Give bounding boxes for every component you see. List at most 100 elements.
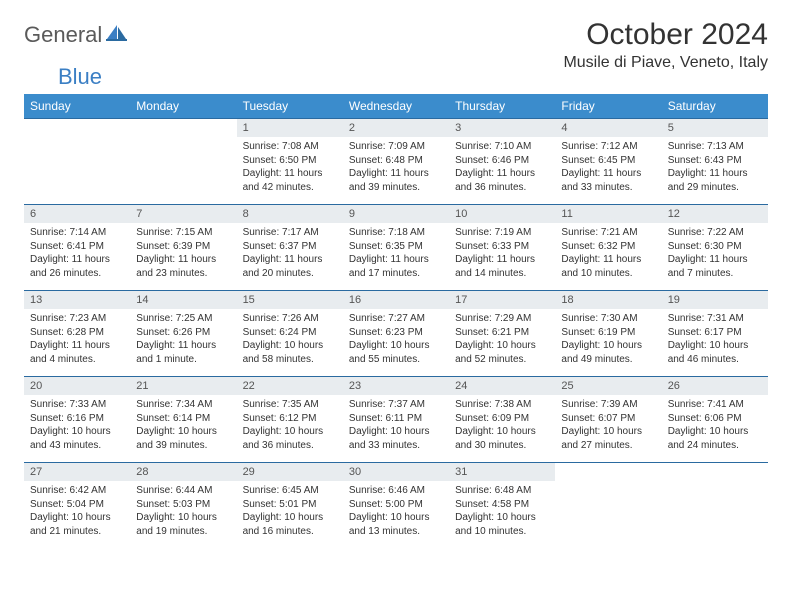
day-details: Sunrise: 7:13 AMSunset: 6:43 PMDaylight:…	[662, 137, 768, 198]
calendar-day-cell: 15Sunrise: 7:26 AMSunset: 6:24 PMDayligh…	[237, 291, 343, 377]
sunrise-text: Sunrise: 7:08 AM	[243, 140, 337, 154]
daylight-text: Daylight: 11 hours and 29 minutes.	[668, 167, 762, 194]
sunrise-text: Sunrise: 7:37 AM	[349, 398, 443, 412]
calendar-day-cell: 17Sunrise: 7:29 AMSunset: 6:21 PMDayligh…	[449, 291, 555, 377]
day-details: Sunrise: 7:31 AMSunset: 6:17 PMDaylight:…	[662, 309, 768, 370]
sunset-text: Sunset: 6:26 PM	[136, 326, 230, 340]
day-details: Sunrise: 7:23 AMSunset: 6:28 PMDaylight:…	[24, 309, 130, 370]
sunrise-text: Sunrise: 7:31 AM	[668, 312, 762, 326]
calendar-day-cell: 11Sunrise: 7:21 AMSunset: 6:32 PMDayligh…	[555, 205, 661, 291]
sunset-text: Sunset: 5:01 PM	[243, 498, 337, 512]
sunset-text: Sunset: 6:35 PM	[349, 240, 443, 254]
day-details: Sunrise: 7:39 AMSunset: 6:07 PMDaylight:…	[555, 395, 661, 456]
daylight-text: Daylight: 11 hours and 4 minutes.	[30, 339, 124, 366]
day-details: Sunrise: 7:22 AMSunset: 6:30 PMDaylight:…	[662, 223, 768, 284]
day-number: 25	[555, 377, 661, 395]
brand-sail-icon	[106, 24, 128, 47]
sunrise-text: Sunrise: 7:35 AM	[243, 398, 337, 412]
sunset-text: Sunset: 6:06 PM	[668, 412, 762, 426]
sunset-text: Sunset: 6:28 PM	[30, 326, 124, 340]
day-details: Sunrise: 6:46 AMSunset: 5:00 PMDaylight:…	[343, 481, 449, 542]
sunset-text: Sunset: 6:43 PM	[668, 154, 762, 168]
calendar-day-cell: 22Sunrise: 7:35 AMSunset: 6:12 PMDayligh…	[237, 377, 343, 463]
calendar-day-cell: 5Sunrise: 7:13 AMSunset: 6:43 PMDaylight…	[662, 119, 768, 205]
calendar-day-cell: 18Sunrise: 7:30 AMSunset: 6:19 PMDayligh…	[555, 291, 661, 377]
day-details: Sunrise: 7:21 AMSunset: 6:32 PMDaylight:…	[555, 223, 661, 284]
daylight-text: Daylight: 10 hours and 19 minutes.	[136, 511, 230, 538]
day-number: 16	[343, 291, 449, 309]
sunset-text: Sunset: 6:14 PM	[136, 412, 230, 426]
weekday-header: Monday	[130, 94, 236, 119]
daylight-text: Daylight: 11 hours and 23 minutes.	[136, 253, 230, 280]
day-number: 18	[555, 291, 661, 309]
daylight-text: Daylight: 10 hours and 58 minutes.	[243, 339, 337, 366]
day-number: 1	[237, 119, 343, 137]
daylight-text: Daylight: 10 hours and 27 minutes.	[561, 425, 655, 452]
calendar-day-cell	[555, 463, 661, 549]
sunset-text: Sunset: 5:03 PM	[136, 498, 230, 512]
month-title: October 2024	[563, 18, 768, 52]
daylight-text: Daylight: 10 hours and 30 minutes.	[455, 425, 549, 452]
sunrise-text: Sunrise: 7:09 AM	[349, 140, 443, 154]
weekday-header: Saturday	[662, 94, 768, 119]
sunset-text: Sunset: 6:16 PM	[30, 412, 124, 426]
day-number: 9	[343, 205, 449, 223]
day-details: Sunrise: 7:18 AMSunset: 6:35 PMDaylight:…	[343, 223, 449, 284]
calendar-day-cell: 23Sunrise: 7:37 AMSunset: 6:11 PMDayligh…	[343, 377, 449, 463]
day-details: Sunrise: 7:30 AMSunset: 6:19 PMDaylight:…	[555, 309, 661, 370]
day-number: 3	[449, 119, 555, 137]
sunset-text: Sunset: 6:24 PM	[243, 326, 337, 340]
sunset-text: Sunset: 6:37 PM	[243, 240, 337, 254]
calendar-day-cell: 27Sunrise: 6:42 AMSunset: 5:04 PMDayligh…	[24, 463, 130, 549]
daylight-text: Daylight: 11 hours and 33 minutes.	[561, 167, 655, 194]
day-number: 17	[449, 291, 555, 309]
day-details: Sunrise: 6:45 AMSunset: 5:01 PMDaylight:…	[237, 481, 343, 542]
day-details: Sunrise: 7:33 AMSunset: 6:16 PMDaylight:…	[24, 395, 130, 456]
sunrise-text: Sunrise: 7:10 AM	[455, 140, 549, 154]
sunrise-text: Sunrise: 7:33 AM	[30, 398, 124, 412]
daylight-text: Daylight: 10 hours and 43 minutes.	[30, 425, 124, 452]
day-number: 12	[662, 205, 768, 223]
day-details: Sunrise: 7:12 AMSunset: 6:45 PMDaylight:…	[555, 137, 661, 198]
day-number: 21	[130, 377, 236, 395]
calendar-day-cell: 3Sunrise: 7:10 AMSunset: 6:46 PMDaylight…	[449, 119, 555, 205]
calendar-day-cell: 26Sunrise: 7:41 AMSunset: 6:06 PMDayligh…	[662, 377, 768, 463]
calendar-week-row: 13Sunrise: 7:23 AMSunset: 6:28 PMDayligh…	[24, 291, 768, 377]
calendar-day-cell: 10Sunrise: 7:19 AMSunset: 6:33 PMDayligh…	[449, 205, 555, 291]
calendar-week-row: 6Sunrise: 7:14 AMSunset: 6:41 PMDaylight…	[24, 205, 768, 291]
daylight-text: Daylight: 11 hours and 14 minutes.	[455, 253, 549, 280]
sunrise-text: Sunrise: 7:15 AM	[136, 226, 230, 240]
sunset-text: Sunset: 6:19 PM	[561, 326, 655, 340]
sunrise-text: Sunrise: 7:14 AM	[30, 226, 124, 240]
calendar-day-cell	[130, 119, 236, 205]
day-details: Sunrise: 7:10 AMSunset: 6:46 PMDaylight:…	[449, 137, 555, 198]
day-details: Sunrise: 7:14 AMSunset: 6:41 PMDaylight:…	[24, 223, 130, 284]
sunrise-text: Sunrise: 7:19 AM	[455, 226, 549, 240]
day-details: Sunrise: 7:26 AMSunset: 6:24 PMDaylight:…	[237, 309, 343, 370]
day-number: 26	[662, 377, 768, 395]
daylight-text: Daylight: 10 hours and 55 minutes.	[349, 339, 443, 366]
daylight-text: Daylight: 10 hours and 36 minutes.	[243, 425, 337, 452]
weekday-header: Sunday	[24, 94, 130, 119]
calendar-day-cell: 13Sunrise: 7:23 AMSunset: 6:28 PMDayligh…	[24, 291, 130, 377]
sunset-text: Sunset: 6:30 PM	[668, 240, 762, 254]
daylight-text: Daylight: 10 hours and 16 minutes.	[243, 511, 337, 538]
calendar-day-cell: 6Sunrise: 7:14 AMSunset: 6:41 PMDaylight…	[24, 205, 130, 291]
daylight-text: Daylight: 10 hours and 49 minutes.	[561, 339, 655, 366]
weekday-header: Tuesday	[237, 94, 343, 119]
sunset-text: Sunset: 6:39 PM	[136, 240, 230, 254]
day-number: 29	[237, 463, 343, 481]
day-details: Sunrise: 7:09 AMSunset: 6:48 PMDaylight:…	[343, 137, 449, 198]
sunrise-text: Sunrise: 7:23 AM	[30, 312, 124, 326]
daylight-text: Daylight: 11 hours and 10 minutes.	[561, 253, 655, 280]
sunset-text: Sunset: 6:23 PM	[349, 326, 443, 340]
daylight-text: Daylight: 10 hours and 46 minutes.	[668, 339, 762, 366]
day-number: 7	[130, 205, 236, 223]
sunrise-text: Sunrise: 7:27 AM	[349, 312, 443, 326]
calendar-body: 1Sunrise: 7:08 AMSunset: 6:50 PMDaylight…	[24, 119, 768, 549]
day-details: Sunrise: 7:17 AMSunset: 6:37 PMDaylight:…	[237, 223, 343, 284]
daylight-text: Daylight: 10 hours and 10 minutes.	[455, 511, 549, 538]
day-details: Sunrise: 6:48 AMSunset: 4:58 PMDaylight:…	[449, 481, 555, 542]
day-number: 24	[449, 377, 555, 395]
day-number: 22	[237, 377, 343, 395]
